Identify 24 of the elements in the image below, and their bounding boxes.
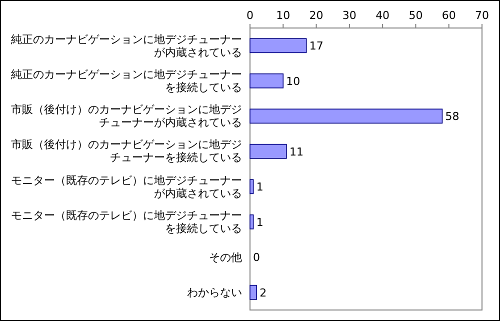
data-label: 17	[309, 40, 324, 53]
data-label: 11	[289, 145, 304, 158]
x-tick-label: 70	[475, 9, 489, 22]
data-label: 1	[256, 180, 264, 194]
data-label: 1	[256, 216, 264, 229]
y-tick-label: モニター（既存のテレビ）に地デジチューナーが内蔵されている	[10, 174, 242, 200]
y-tick-label: 純正のカーナビゲーションに地デジチューナーを接続している	[10, 68, 242, 94]
x-tick-label: 20	[309, 9, 324, 22]
data-label: 58	[445, 110, 460, 124]
x-tick-label: 10	[276, 9, 290, 22]
y-tick-label: わからない	[186, 286, 242, 299]
data-label: 2	[260, 286, 267, 300]
x-tick-label: 60	[442, 9, 456, 22]
x-tick-label: 40	[376, 9, 390, 22]
y-tick-label: モニター（既存のテレビ）に地デジチューナーを接続している	[10, 208, 242, 235]
x-tick-label: 50	[408, 9, 423, 22]
x-tick-label: 30	[342, 9, 356, 22]
data-label: 0	[253, 251, 260, 264]
data-label: 10	[286, 74, 300, 88]
y-tick-label: 市販（後付け）のカーナビゲーションに地デジチューナーが内蔵されている	[10, 103, 242, 130]
x-tick-label: 0	[246, 9, 254, 22]
y-tick-label: 市販（後付け）のカーナビゲーションに地デジチューナーを接続している	[10, 138, 242, 164]
y-tick-label: その他	[208, 250, 242, 264]
y-tick-label: 純正のカーナビゲーションに地デジチューナーが内蔵されている	[10, 32, 242, 59]
